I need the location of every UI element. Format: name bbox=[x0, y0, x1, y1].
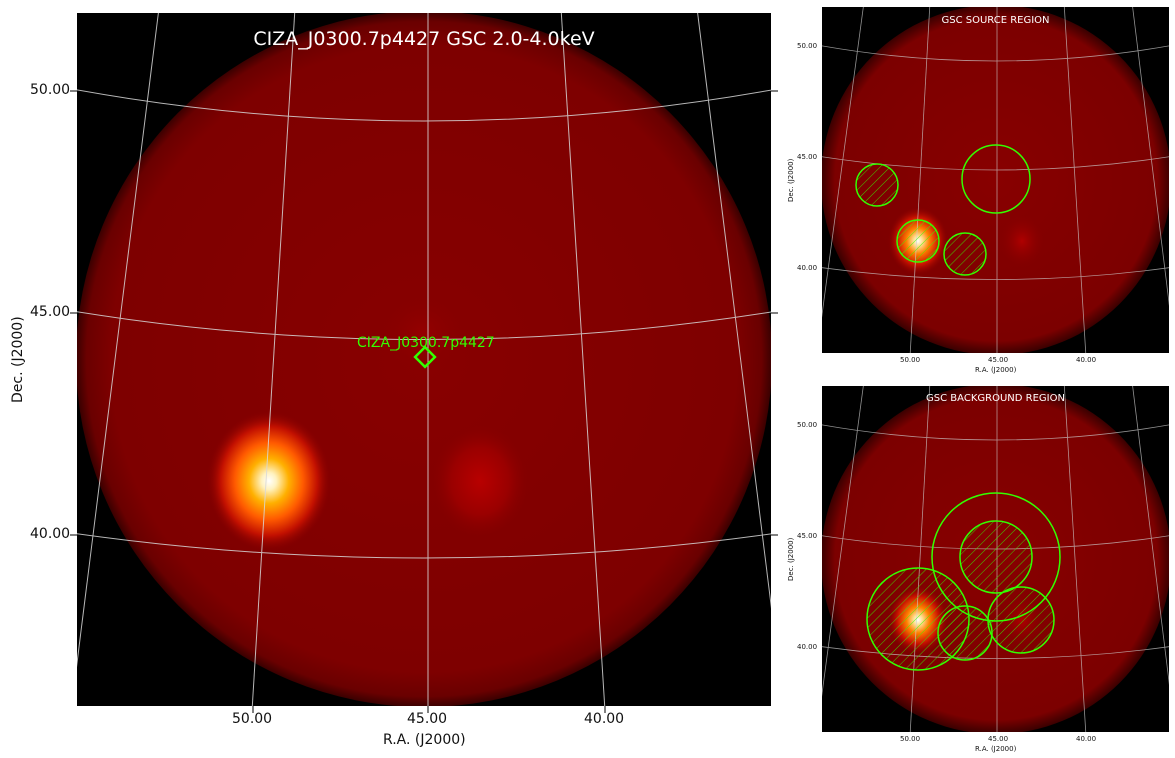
source-image-frame: GSC SOURCE REGION bbox=[822, 7, 1169, 353]
main-xlabel: R.A. (J2000) bbox=[383, 732, 466, 748]
main-image bbox=[77, 13, 771, 706]
main-xtick-40: 40.00 bbox=[584, 711, 625, 727]
excluded-circle bbox=[987, 586, 1055, 654]
main-ytick-40: 40.00 bbox=[30, 526, 71, 542]
src-xtick-45: 45.00 bbox=[988, 356, 1009, 364]
main-xtick-45: 45.00 bbox=[407, 711, 448, 727]
grid bbox=[822, 7, 1169, 353]
source-circle bbox=[961, 144, 1031, 214]
bright-source bbox=[207, 411, 331, 551]
src-ytick-40: 40.00 bbox=[797, 264, 818, 272]
main-title: CIZA_J0300.7p4427 GSC 2.0-4.0keV bbox=[253, 28, 595, 50]
bg-xtick-45: 45.00 bbox=[988, 735, 1009, 743]
main-xtick-50: 50.00 bbox=[232, 711, 273, 727]
bg-xtick-40: 40.00 bbox=[1076, 735, 1097, 743]
source-panel-title: GSC SOURCE REGION bbox=[941, 15, 1050, 26]
src-xlabel: R.A. (J2000) bbox=[975, 366, 1017, 374]
main-image-frame: CIZA_J0300.7p4427 GSC 2.0-4.0keV CIZA_J0… bbox=[77, 13, 771, 706]
src-ytick-50: 50.00 bbox=[797, 42, 818, 50]
target-marker bbox=[413, 345, 437, 369]
excluded-circle bbox=[937, 605, 993, 661]
excluded-circle bbox=[943, 232, 987, 276]
src-ytick-45: 45.00 bbox=[797, 153, 818, 161]
src-xtick-50: 50.00 bbox=[900, 356, 921, 364]
background-regions bbox=[866, 492, 1061, 671]
background-panel-title: GSC BACKGROUND REGION bbox=[926, 393, 1065, 404]
excluded-circle bbox=[896, 219, 940, 263]
bg-xtick-50: 50.00 bbox=[900, 735, 921, 743]
bg-xlabel: R.A. (J2000) bbox=[975, 745, 1017, 753]
background-image bbox=[822, 386, 1169, 732]
grid bbox=[822, 386, 1169, 732]
excluded-circle bbox=[855, 163, 899, 207]
bg-ytick-50: 50.00 bbox=[797, 421, 818, 429]
bg-ytick-40: 40.00 bbox=[797, 643, 818, 651]
source-regions bbox=[855, 144, 1031, 276]
excluded-circle bbox=[959, 520, 1033, 594]
faint-source-central bbox=[382, 295, 462, 371]
src-ylabel: Dec. (J2000) bbox=[787, 158, 795, 202]
coordinate-grid bbox=[77, 13, 771, 706]
background-image-frame: GSC BACKGROUND REGION bbox=[822, 386, 1169, 732]
main-ylabel: Dec. (J2000) bbox=[10, 316, 26, 403]
main-axis-ticks bbox=[70, 90, 778, 713]
bg-ytick-45: 45.00 bbox=[797, 532, 818, 540]
src-xtick-40: 40.00 bbox=[1076, 356, 1097, 364]
target-label: CIZA_J0300.7p4427 bbox=[357, 335, 495, 351]
faint-source bbox=[1000, 215, 1044, 267]
main-ytick-45: 45.00 bbox=[30, 304, 71, 320]
faint-source bbox=[432, 425, 528, 537]
main-ytick-50: 50.00 bbox=[30, 82, 71, 98]
bg-ylabel: Dec. (J2000) bbox=[787, 537, 795, 581]
source-image bbox=[822, 7, 1169, 353]
